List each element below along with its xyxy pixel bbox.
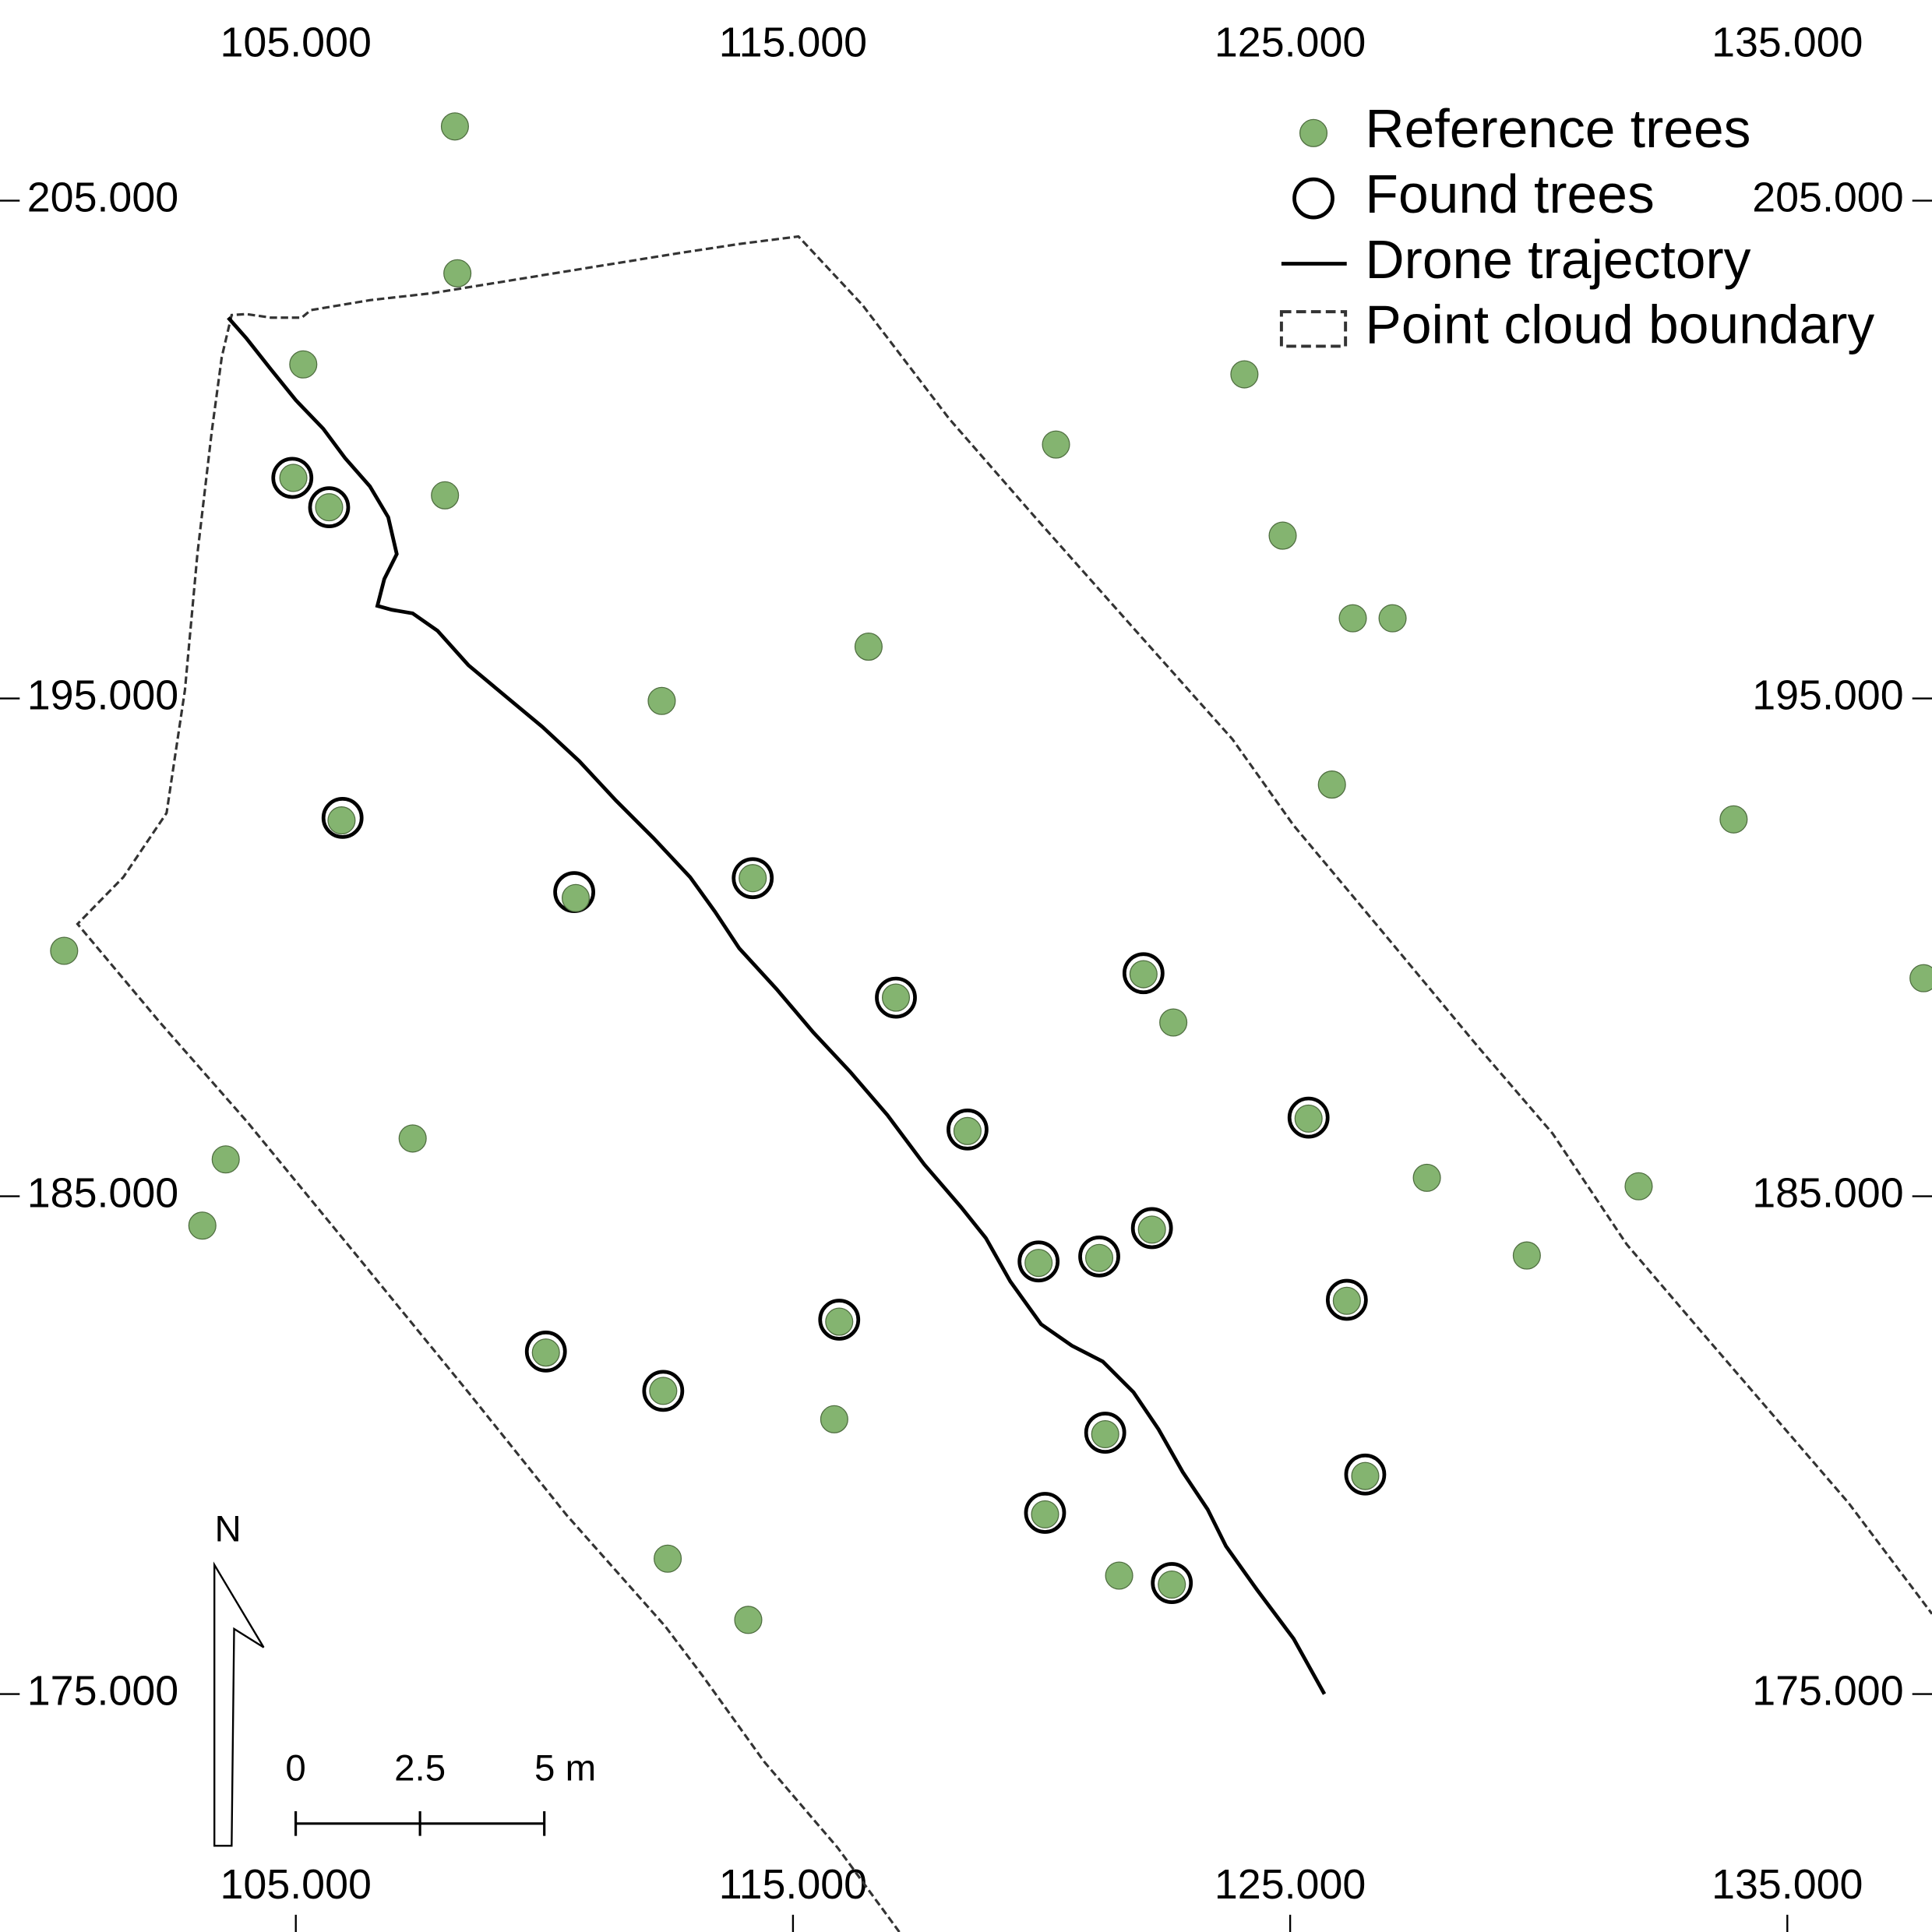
- reference-tree: [739, 864, 767, 893]
- reference-tree: [1512, 1241, 1541, 1270]
- legend-label: Reference trees: [1365, 98, 1750, 159]
- reference-tree: [1719, 805, 1748, 834]
- reference-tree: [1085, 1243, 1114, 1272]
- reference-tree: [1338, 604, 1367, 633]
- x-tick-label-top: 125.000: [1215, 19, 1366, 66]
- reference-tree: [443, 259, 472, 287]
- y-tick-label-left: 185.000: [27, 1170, 178, 1217]
- legend-label: Drone trajectory: [1365, 229, 1750, 290]
- legend-label: Found trees: [1365, 164, 1654, 224]
- reference-tree: [327, 806, 356, 835]
- reference-tree: [1268, 521, 1297, 550]
- reference-tree: [1412, 1163, 1441, 1192]
- y-tick-label-right: 175.000: [1752, 1668, 1903, 1715]
- reference-tree: [531, 1338, 560, 1367]
- reference-tree: [1294, 1104, 1323, 1133]
- reference-tree: [1159, 1008, 1188, 1037]
- y-tick-label-left: 195.000: [27, 672, 178, 719]
- reference-tree: [1091, 1419, 1119, 1449]
- reference-tree: [1351, 1461, 1380, 1490]
- reference-tree: [1158, 1570, 1186, 1599]
- reference-tree: [1042, 430, 1070, 459]
- y-tick-label-right: 195.000: [1752, 672, 1903, 719]
- reference-tree: [1909, 964, 1932, 992]
- y-tick-label-left: 205.000: [27, 175, 178, 221]
- legend-symbol: [1292, 177, 1334, 220]
- reference-tree: [1378, 604, 1407, 633]
- reference-tree: [734, 1606, 763, 1634]
- reference-tree: [211, 1145, 240, 1174]
- x-tick-label-bottom: 115.000: [719, 1861, 867, 1908]
- reference-tree: [1137, 1215, 1166, 1244]
- y-tick-label-right: 185.000: [1752, 1170, 1903, 1217]
- x-tick-label-top: 105.000: [220, 19, 372, 66]
- reference-tree: [398, 1124, 427, 1153]
- reference-tree: [647, 686, 676, 715]
- scale-bar-label: 2.5: [394, 1747, 446, 1789]
- reference-tree: [649, 1377, 678, 1405]
- reference-tree: [953, 1116, 982, 1145]
- reference-tree: [440, 112, 469, 141]
- reference-tree: [654, 1544, 682, 1573]
- scale-bar-label: 0: [285, 1747, 305, 1789]
- reference-tree: [854, 633, 883, 661]
- legend-label: Point cloud boundary: [1365, 294, 1874, 355]
- reference-tree: [825, 1307, 854, 1336]
- x-tick-label-top: 135.000: [1712, 19, 1863, 66]
- reference-tree: [1624, 1172, 1653, 1200]
- trajectory-line: [227, 316, 1327, 1695]
- y-tick-label-left: 175.000: [27, 1668, 178, 1715]
- y-tick-label-right: 205.000: [1752, 175, 1903, 221]
- reference-tree: [1031, 1500, 1059, 1528]
- north-arrow: [213, 1561, 265, 1847]
- boundary-line: [76, 234, 1932, 1932]
- x-tick-label-bottom: 135.000: [1712, 1861, 1863, 1908]
- reference-tree: [50, 936, 79, 965]
- x-tick-label-bottom: 105.000: [220, 1861, 372, 1908]
- reference-tree: [1024, 1249, 1053, 1278]
- reference-tree: [315, 493, 344, 522]
- reference-tree: [881, 983, 911, 1012]
- scale-bar-label: 5 m: [534, 1747, 596, 1789]
- legend-symbol: [1299, 118, 1328, 147]
- legend-symbol: [1279, 310, 1348, 348]
- reference-tree: [1317, 770, 1346, 799]
- north-label: N: [214, 1509, 241, 1550]
- reference-tree: [1105, 1561, 1133, 1590]
- reference-tree: [279, 464, 308, 492]
- reference-tree: [1230, 360, 1259, 389]
- reference-tree: [1129, 960, 1158, 989]
- reference-tree: [188, 1211, 217, 1240]
- reference-tree: [431, 481, 460, 509]
- reference-tree: [561, 883, 591, 912]
- reference-tree: [820, 1405, 848, 1433]
- reference-tree: [1332, 1286, 1361, 1315]
- reference-tree: [289, 350, 318, 379]
- x-tick-label-bottom: 125.000: [1215, 1861, 1366, 1908]
- x-tick-label-top: 115.000: [719, 19, 867, 66]
